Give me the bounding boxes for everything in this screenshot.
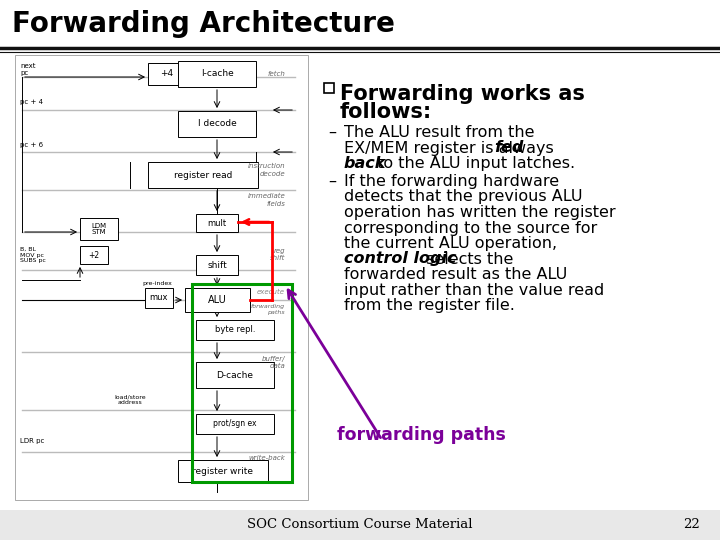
Text: register read: register read [174, 171, 232, 179]
Bar [0, 0, 720, 50]
Text: reg
shift: reg shift [269, 247, 285, 260]
Text: corresponding to the source for: corresponding to the source for [344, 220, 598, 235]
Text: instruction
decode: instruction decode [248, 164, 285, 177]
Bar [15, 55, 308, 500]
Text: prot/sgn ex: prot/sgn ex [213, 420, 257, 429]
Text: Forwarding Architecture: Forwarding Architecture [12, 10, 395, 38]
Text: SOC Consortium Course Material: SOC Consortium Course Material [247, 517, 473, 530]
Text: byte repl.: byte repl. [215, 326, 256, 334]
Bar [178, 460, 268, 482]
Text: pc + 6: pc + 6 [20, 142, 43, 148]
Text: back: back [344, 156, 387, 171]
Bar [0, 35, 720, 510]
Text: +4: +4 [161, 70, 174, 78]
Text: forwarding paths: forwarding paths [337, 426, 506, 444]
Bar [196, 320, 274, 340]
Text: the current ALU operation,: the current ALU operation, [344, 236, 557, 251]
Text: buffer/
data: buffer/ data [261, 355, 285, 368]
Text: from the register file.: from the register file. [344, 298, 515, 313]
Text: write-back: write-back [248, 455, 285, 461]
Bar [148, 162, 258, 188]
Bar [196, 214, 238, 232]
Text: pre-index: pre-index [142, 280, 172, 286]
Text: mux: mux [150, 294, 168, 302]
Bar [192, 284, 292, 482]
Text: EX/MEM register is always: EX/MEM register is always [344, 140, 559, 156]
Bar [196, 362, 274, 388]
Bar [324, 83, 334, 93]
Text: detects that the previous ALU: detects that the previous ALU [344, 190, 582, 205]
Text: immediate
fields: immediate fields [247, 193, 285, 206]
Text: LDR pc: LDR pc [20, 438, 45, 444]
Text: control logic: control logic [344, 252, 456, 267]
Bar [196, 255, 238, 275]
Text: fed: fed [494, 140, 523, 156]
Text: D-cache: D-cache [217, 370, 253, 380]
Text: ALU: ALU [208, 295, 227, 305]
Bar [196, 414, 274, 434]
Bar [148, 63, 186, 85]
Text: execute: execute [257, 289, 285, 295]
Text: forwarding
paths: forwarding paths [251, 304, 285, 315]
Text: next
pc: next pc [20, 64, 35, 77]
Text: fetch: fetch [267, 71, 285, 77]
Text: shift: shift [207, 260, 227, 269]
Text: mult: mult [207, 219, 227, 227]
Bar [80, 246, 108, 264]
Bar [178, 111, 256, 137]
Text: 22: 22 [683, 517, 700, 530]
Bar [80, 218, 118, 240]
Text: to the ALU input latches.: to the ALU input latches. [372, 156, 575, 171]
Bar [178, 61, 256, 87]
Text: I-cache: I-cache [201, 70, 233, 78]
Text: B, BL
MOV pc
SUBS pc: B, BL MOV pc SUBS pc [20, 247, 46, 264]
Text: LDM
STM: LDM STM [91, 222, 107, 235]
Text: I decode: I decode [197, 119, 236, 129]
Text: selects the: selects the [421, 252, 513, 267]
Text: The ALU result from the: The ALU result from the [344, 125, 534, 140]
Text: operation has written the register: operation has written the register [344, 205, 616, 220]
Text: register write: register write [192, 467, 253, 476]
Text: input rather than the value read: input rather than the value read [344, 282, 604, 298]
Text: –: – [328, 174, 336, 189]
Text: +2: +2 [89, 251, 99, 260]
Bar [145, 288, 173, 308]
Text: forwarded result as the ALU: forwarded result as the ALU [344, 267, 567, 282]
Text: –: – [328, 125, 336, 140]
Text: If the forwarding hardware: If the forwarding hardware [344, 174, 559, 189]
Text: load/store
address: load/store address [114, 395, 146, 406]
Text: follows:: follows: [340, 102, 432, 122]
Text: pc + 4: pc + 4 [20, 99, 43, 105]
Text: Forwarding works as: Forwarding works as [340, 84, 585, 104]
Bar [185, 288, 250, 312]
